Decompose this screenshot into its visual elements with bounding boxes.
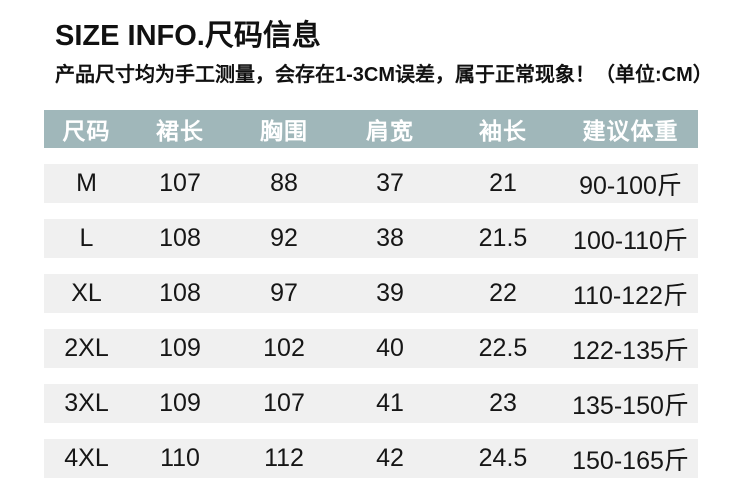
cell-weight: 150-165斤 [572, 446, 689, 475]
cell-sleeve: 21 [489, 169, 517, 197]
header-cell-sleeve: 袖长 [479, 118, 527, 144]
measurement-note: 产品尺寸均为手工测量，会存在1-3CM误差，属于正常现象！（单位:CM） [55, 64, 713, 86]
cell-skirt-length: 109 [159, 334, 201, 362]
page-title: SIZE INFO.尺码信息 [55, 20, 321, 52]
cell-bust: 112 [264, 444, 304, 472]
table-row: 2XL 109 102 40 22.5 122-135斤 [44, 329, 698, 368]
cell-weight: 122-135斤 [572, 336, 689, 365]
table-header-row: 尺码 裙长 胸围 肩宽 袖长 建议体重 [44, 110, 698, 148]
cell-weight: 90-100斤 [579, 171, 682, 200]
cell-size: 3XL [64, 389, 109, 417]
size-table: 尺码 裙长 胸围 肩宽 袖长 建议体重 M 107 88 37 21 90-10… [44, 110, 698, 478]
cell-bust: 88 [270, 169, 298, 197]
cell-shoulder: 41 [376, 389, 404, 417]
table-row: XL 108 97 39 22 110-122斤 [44, 274, 698, 313]
cell-sleeve: 22.5 [478, 334, 528, 362]
cell-shoulder: 37 [376, 169, 404, 197]
cell-sleeve: 24.5 [478, 444, 528, 472]
cell-bust: 97 [270, 279, 298, 307]
cell-size: M [76, 169, 97, 197]
cell-weight: 135-150斤 [572, 391, 689, 420]
table-row: L 108 92 38 21.5 100-110斤 [44, 219, 698, 258]
cell-skirt-length: 108 [159, 279, 201, 307]
cell-weight: 100-110斤 [573, 226, 688, 255]
header-cell-size: 尺码 [62, 118, 111, 144]
header-cell-weight: 建议体重 [582, 118, 679, 144]
cell-bust: 102 [263, 334, 305, 362]
cell-shoulder: 38 [376, 224, 404, 252]
cell-size: L [79, 224, 94, 252]
table-row: M 107 88 37 21 90-100斤 [44, 164, 698, 203]
cell-shoulder: 42 [376, 444, 404, 472]
cell-sleeve: 21.5 [478, 224, 528, 252]
cell-bust: 92 [270, 224, 298, 252]
cell-size: 2XL [64, 334, 109, 362]
header-cell-bust: 胸围 [260, 118, 308, 144]
cell-size: XL [71, 279, 102, 307]
cell-skirt-length: 108 [159, 224, 201, 252]
cell-size: 4XL [64, 444, 109, 472]
header-cell-shoulder: 肩宽 [366, 118, 414, 144]
cell-shoulder: 39 [376, 279, 404, 307]
table-row: 4XL 110 112 42 24.5 150-165斤 [44, 439, 698, 478]
table-row: 3XL 109 107 41 23 135-150斤 [44, 384, 698, 423]
header-cell-skirt-length: 裙长 [156, 118, 204, 144]
cell-skirt-length: 107 [159, 169, 201, 197]
cell-bust: 107 [263, 389, 305, 417]
cell-weight: 110-122斤 [573, 281, 688, 310]
cell-skirt-length: 110 [160, 444, 200, 472]
cell-sleeve: 22 [489, 279, 517, 307]
cell-sleeve: 23 [489, 389, 517, 417]
cell-skirt-length: 109 [159, 389, 201, 417]
cell-shoulder: 40 [376, 334, 404, 362]
